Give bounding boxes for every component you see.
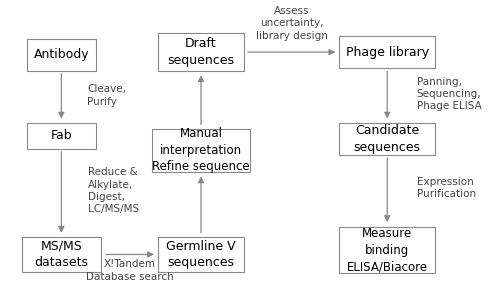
FancyBboxPatch shape: [158, 33, 244, 71]
Text: Phage library: Phage library: [346, 46, 429, 59]
FancyBboxPatch shape: [22, 237, 101, 272]
Text: Antibody: Antibody: [34, 48, 89, 61]
FancyBboxPatch shape: [27, 123, 96, 149]
FancyBboxPatch shape: [152, 129, 250, 172]
Text: Germline V
sequences: Germline V sequences: [166, 240, 236, 269]
Text: Manual
interpretation
Refine sequence: Manual interpretation Refine sequence: [152, 127, 250, 173]
Text: Fab: Fab: [50, 130, 72, 142]
Text: X!Tandem
Database search: X!Tandem Database search: [86, 259, 174, 281]
FancyBboxPatch shape: [340, 227, 435, 273]
FancyBboxPatch shape: [27, 39, 96, 71]
Text: Panning,
Sequencing,
Phage ELISA: Panning, Sequencing, Phage ELISA: [416, 77, 482, 112]
Text: Cleave,
Purify: Cleave, Purify: [88, 84, 126, 107]
Text: Assess
uncertainty,
library design: Assess uncertainty, library design: [256, 6, 328, 41]
FancyBboxPatch shape: [340, 123, 435, 155]
FancyBboxPatch shape: [340, 36, 435, 68]
Text: Candidate
sequences: Candidate sequences: [354, 124, 420, 154]
Text: MS/MS
datasets: MS/MS datasets: [34, 240, 88, 269]
FancyBboxPatch shape: [158, 237, 244, 272]
Text: Measure
binding
ELISA/Biacore: Measure binding ELISA/Biacore: [346, 227, 428, 273]
Text: Expression
Purification: Expression Purification: [416, 177, 476, 199]
Text: Reduce &
Alkylate,
Digest,
LC/MS/MS: Reduce & Alkylate, Digest, LC/MS/MS: [88, 167, 140, 214]
Text: Draft
sequences: Draft sequences: [168, 37, 234, 67]
